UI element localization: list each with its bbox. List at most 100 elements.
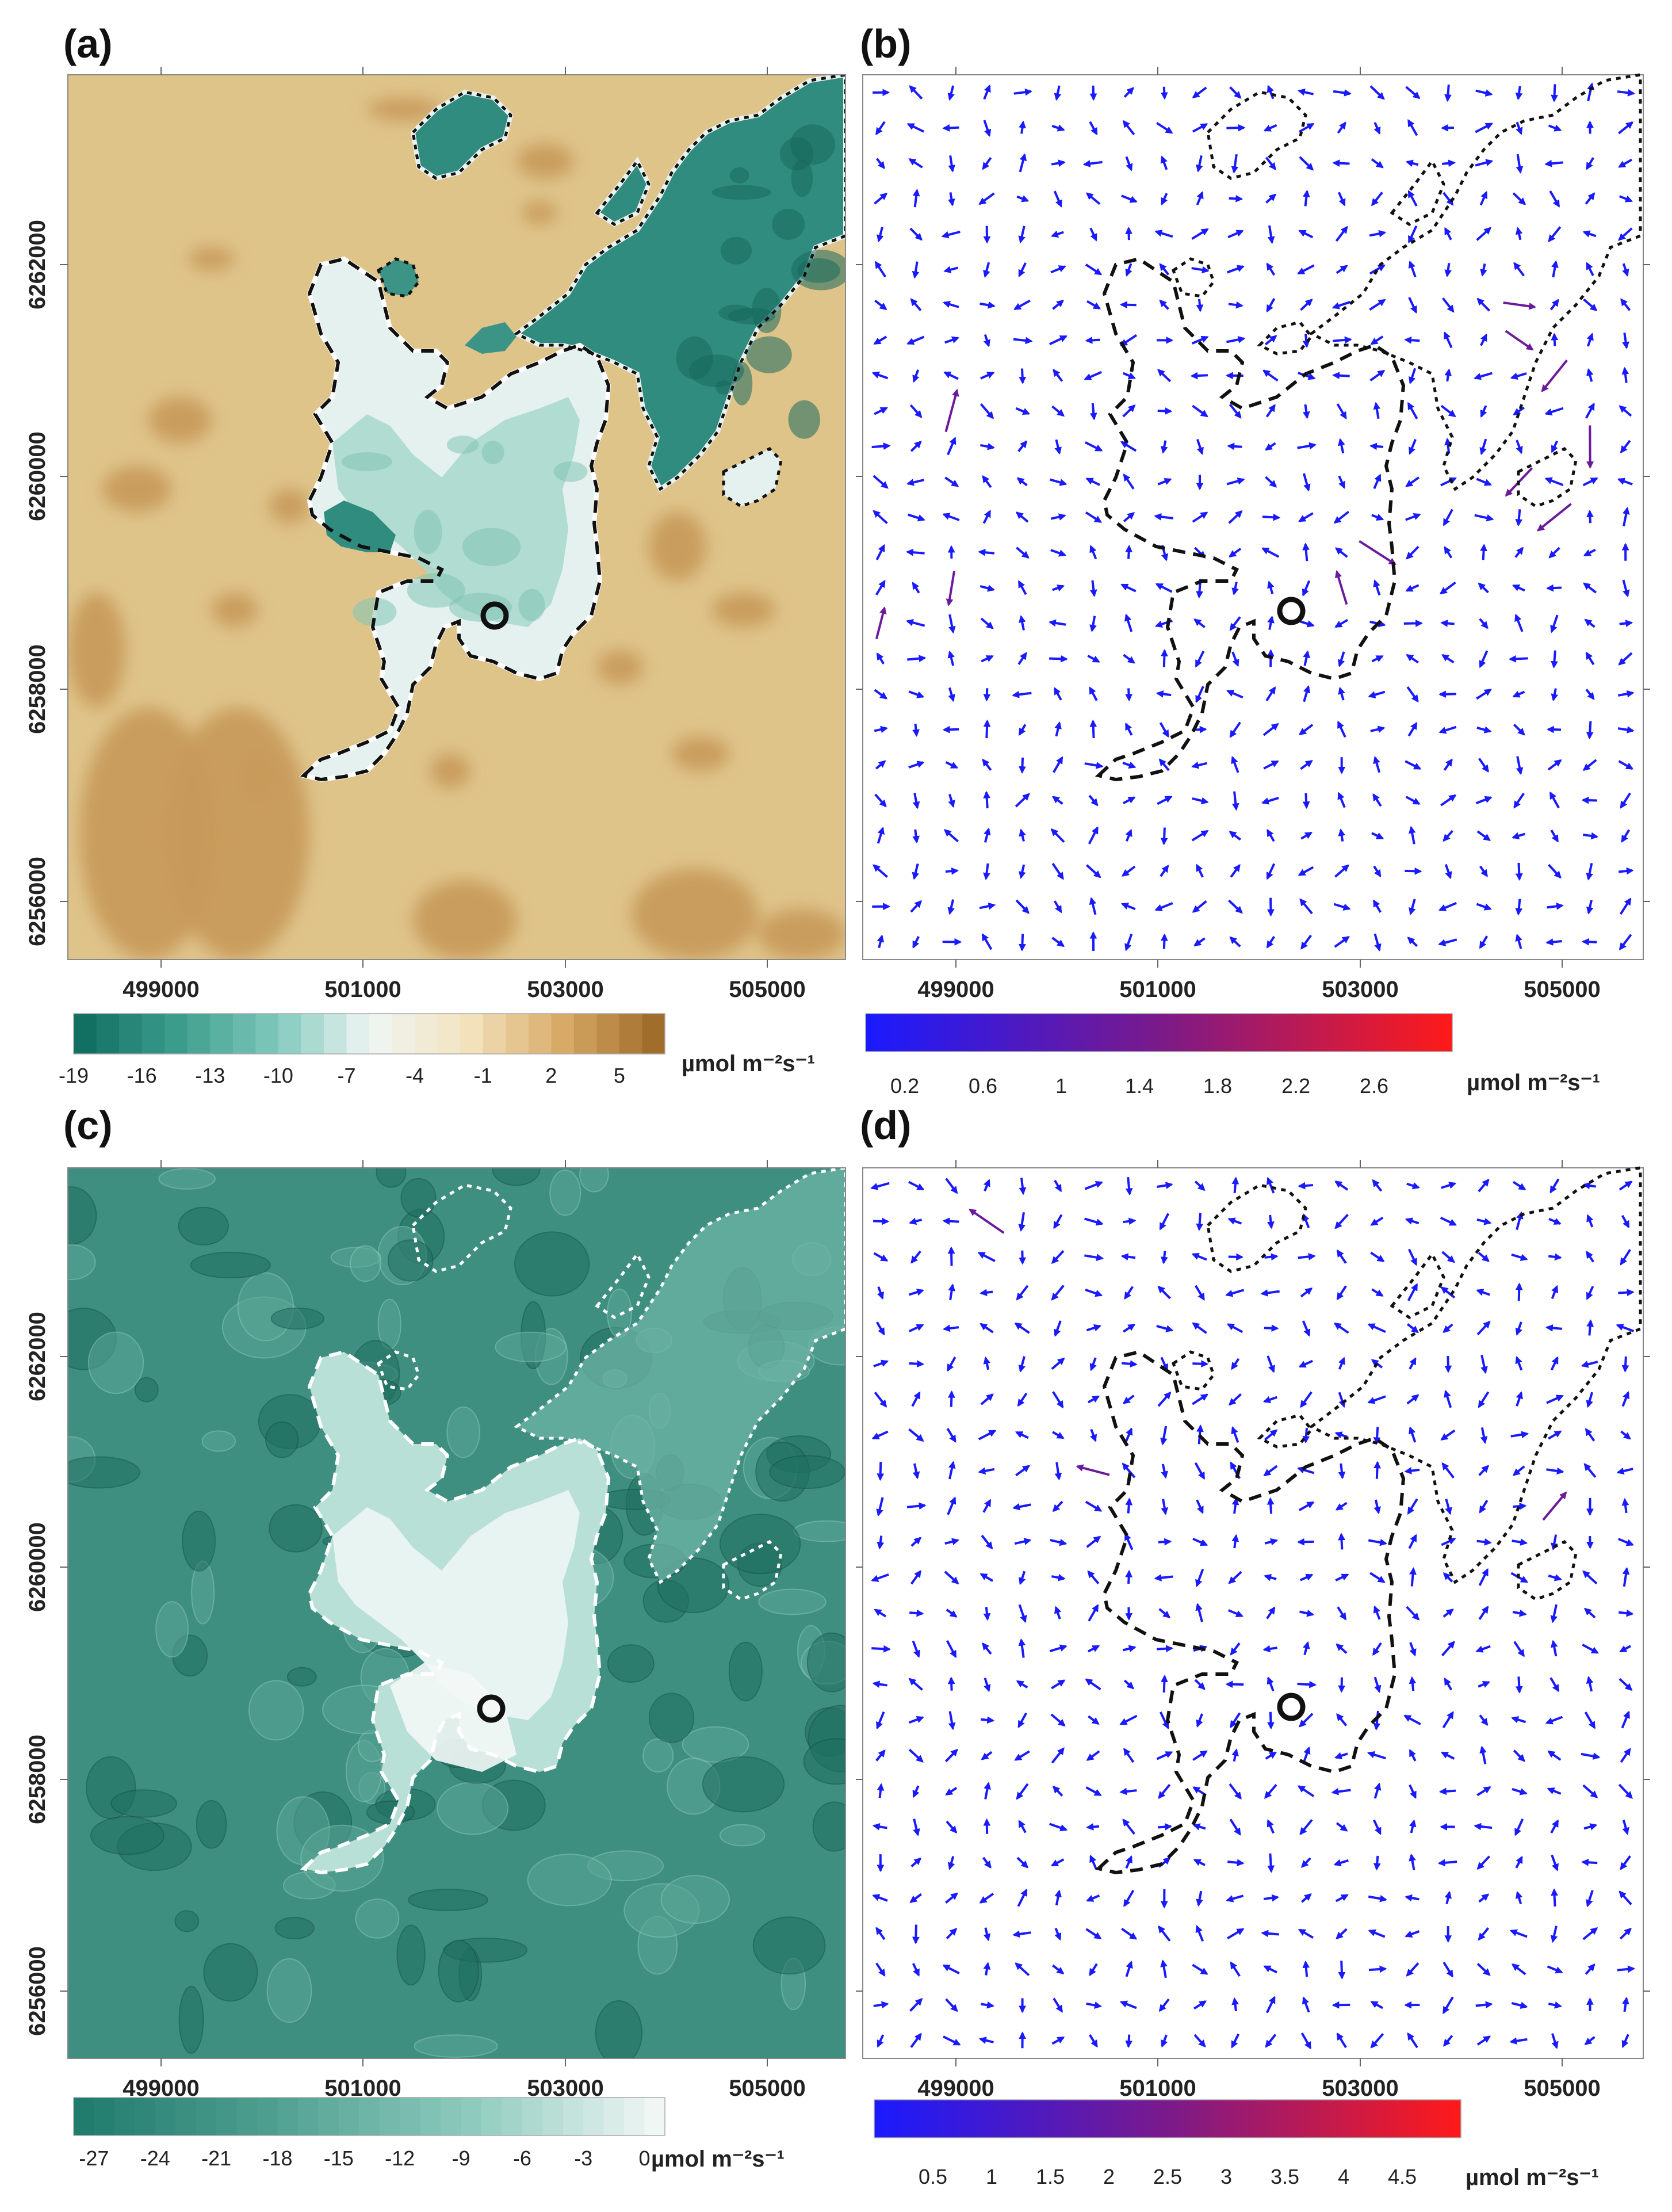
texture-contour <box>607 1644 655 1683</box>
flux-vector-arrow <box>1550 1640 1558 1657</box>
flux-vector-arrow <box>1334 618 1349 628</box>
flux-vector-arrow <box>1192 86 1207 98</box>
flux-vector-arrow <box>1297 1785 1315 1797</box>
flux-vector-arrow <box>1228 301 1244 309</box>
flux-vector-arrow <box>1049 478 1068 486</box>
flux-vector-arrow <box>1266 863 1276 880</box>
flux-vector-arrow <box>1158 758 1170 771</box>
flux-vector-arrow <box>1616 1467 1633 1475</box>
flux-vector-arrow <box>1582 230 1597 238</box>
flux-vector-arrow <box>1125 688 1133 702</box>
flux-vector-arrow <box>1476 297 1491 312</box>
flux-vector-arrow <box>1012 1930 1031 1938</box>
texture-dark <box>729 167 749 184</box>
texture-contour <box>196 1800 227 1849</box>
y-tick-label: 6256000 <box>25 1946 50 2036</box>
flux-vector-arrow <box>1225 1289 1245 1297</box>
flux-vector-arrow <box>1124 1533 1134 1550</box>
flux-vector-arrow <box>1407 119 1418 136</box>
flux-vector-arrow <box>905 548 925 556</box>
flux-vector-arrow <box>1368 1965 1387 1973</box>
footprint-dotted-line <box>1517 1539 1578 1601</box>
flux-vector-arrow <box>1475 796 1493 805</box>
flux-vector-arrow <box>1548 1574 1562 1581</box>
flux-vector-arrow <box>1373 1605 1381 1620</box>
colorbar-tick-label: 1.5 <box>1036 2165 1065 2188</box>
flux-vector-arrow <box>1586 1251 1594 1263</box>
flux-vector-arrow <box>871 442 891 450</box>
flux-vector-arrow <box>1125 156 1133 171</box>
flux-vector-arrow <box>1160 1426 1168 1446</box>
flux-vector-arrow <box>1542 1491 1567 1521</box>
flux-vector-arrow <box>1338 1392 1346 1408</box>
flux-vector-arrow <box>875 1927 886 1940</box>
y-tick-label: 6256000 <box>25 857 50 946</box>
flux-vector-arrow <box>873 2001 889 2009</box>
flux-vector-arrow <box>982 475 992 488</box>
tan-patch <box>166 708 309 960</box>
flux-vector-arrow <box>1226 336 1246 343</box>
flux-vector-arrow <box>1017 1392 1028 1407</box>
flux-vector-arrow <box>1476 227 1492 241</box>
flux-vector-arrow <box>1086 1324 1102 1332</box>
flux-vector-arrow <box>908 513 925 522</box>
flux-vector-arrow <box>1089 897 1097 915</box>
flux-vector-arrow <box>1440 1429 1456 1441</box>
flux-vector-arrow <box>1191 335 1209 345</box>
flux-vector-arrow <box>877 1286 884 1300</box>
flux-vector-arrow <box>1586 862 1593 881</box>
flux-vector-arrow <box>873 1359 889 1367</box>
y-tick-label: 6258000 <box>25 1735 50 1824</box>
flux-vector-arrow <box>1014 1538 1032 1545</box>
x-tick-label: 501000 <box>324 977 401 1002</box>
colorbar-segment <box>216 2098 238 2135</box>
colorbar-segment <box>542 2098 564 2135</box>
flux-vector-arrow <box>1331 1787 1351 1795</box>
flux-vector-arrow <box>1018 1212 1026 1232</box>
flux-vector-arrow <box>1089 580 1097 597</box>
uptake-region-inner <box>332 397 580 627</box>
colorbar-segment <box>441 2098 462 2135</box>
flux-vector-arrow <box>1051 1285 1065 1301</box>
flux-vector-arrow <box>1479 1499 1489 1514</box>
flux-vector-arrow <box>1441 1641 1455 1657</box>
texture-contour <box>806 1632 845 1693</box>
x-tick-label: 501000 <box>324 2076 401 2101</box>
flux-vector-arrow <box>983 790 991 809</box>
colorbar-tick-label: 0 <box>639 2146 651 2170</box>
flux-vector-arrow <box>1373 1461 1381 1479</box>
flux-vector-arrow <box>1087 1570 1100 1584</box>
flux-vector-arrow <box>1299 1610 1315 1617</box>
flux-vector-arrow <box>1407 402 1418 419</box>
flux-vector-arrow <box>1512 1181 1526 1191</box>
flux-vector-arrow <box>1409 439 1417 455</box>
flux-vector-arrow <box>1267 615 1275 631</box>
flux-vector-arrow <box>1085 1928 1102 1940</box>
flux-vector-arrow <box>1476 1963 1491 1976</box>
flux-vector-arrow <box>1158 1998 1170 2012</box>
flux-vector-arrow <box>1122 372 1136 380</box>
colorbar-segment <box>323 1014 347 1054</box>
footprint-dotted-line <box>1390 1251 1445 1319</box>
flux-vector-arrow <box>1438 725 1457 734</box>
flux-vector-arrow <box>908 1428 924 1442</box>
texture-contour <box>376 1168 407 1188</box>
colorbar-segment <box>551 1014 575 1054</box>
flux-vector-arrow <box>1084 370 1102 380</box>
flux-vector-arrow <box>1586 368 1594 382</box>
flux-vector-arrow <box>1407 2032 1418 2049</box>
flux-vector-arrow <box>1016 477 1028 487</box>
flux-vector-arrow <box>1409 899 1416 915</box>
flux-vector-arrow <box>1515 862 1523 881</box>
colorbar-segment <box>277 2098 299 2135</box>
flux-vector-arrow <box>1550 1356 1559 1371</box>
flux-vector-arrow <box>1513 792 1525 809</box>
flux-vector-arrow <box>1513 1749 1525 1762</box>
flux-vector-arrow <box>1512 1465 1525 1476</box>
flux-vector-arrow <box>982 1856 992 1869</box>
flux-vector-arrow <box>1084 1217 1104 1226</box>
flux-vector-arrow <box>1158 1783 1171 1800</box>
footprint-dotted-line <box>376 257 420 298</box>
colorbar-c: -27 -24 -21 -18 -15 -12 -9 -6 -3 0 µmol m⁻²s⁻¹ <box>73 2097 785 2172</box>
texture-contour <box>793 1520 845 1542</box>
